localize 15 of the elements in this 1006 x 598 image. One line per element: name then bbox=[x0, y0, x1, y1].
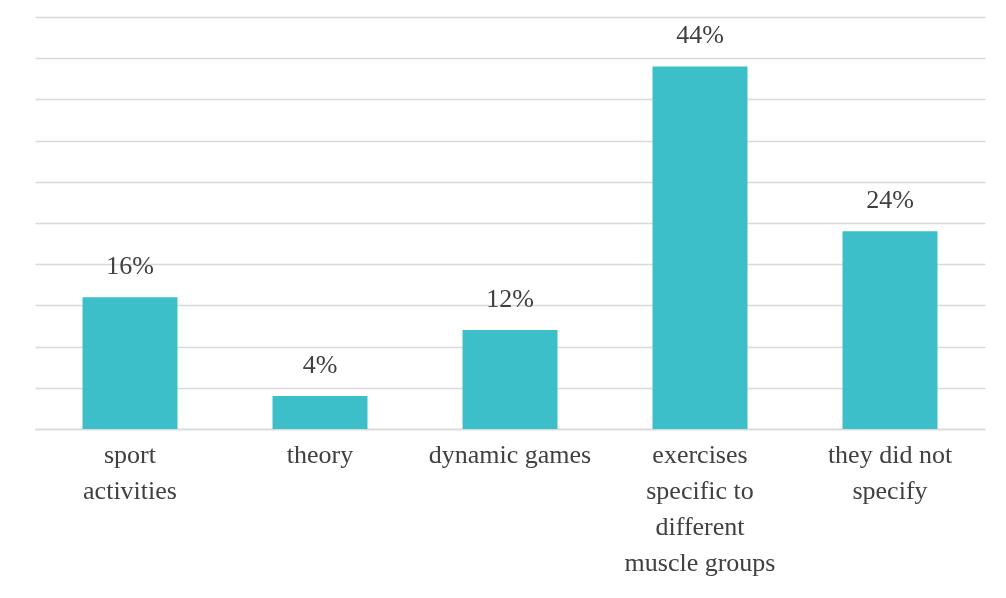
data-label: 24% bbox=[866, 185, 914, 215]
data-label: 4% bbox=[302, 350, 338, 380]
x-tick-label: theory bbox=[286, 439, 354, 469]
bar bbox=[462, 330, 558, 429]
x-tick-label: dynamic games bbox=[428, 439, 592, 469]
bar bbox=[652, 66, 748, 429]
data-label: 16% bbox=[106, 251, 154, 281]
x-tick-label: they did not specify bbox=[827, 439, 953, 505]
data-label: 12% bbox=[486, 284, 534, 314]
bar bbox=[842, 231, 938, 429]
data-label: 44% bbox=[676, 20, 724, 50]
x-tick-label: sport activities bbox=[83, 439, 177, 505]
bar bbox=[82, 297, 178, 429]
bar bbox=[272, 396, 368, 429]
x-tick-label: exercises specific to different muscle groups bbox=[624, 439, 776, 577]
